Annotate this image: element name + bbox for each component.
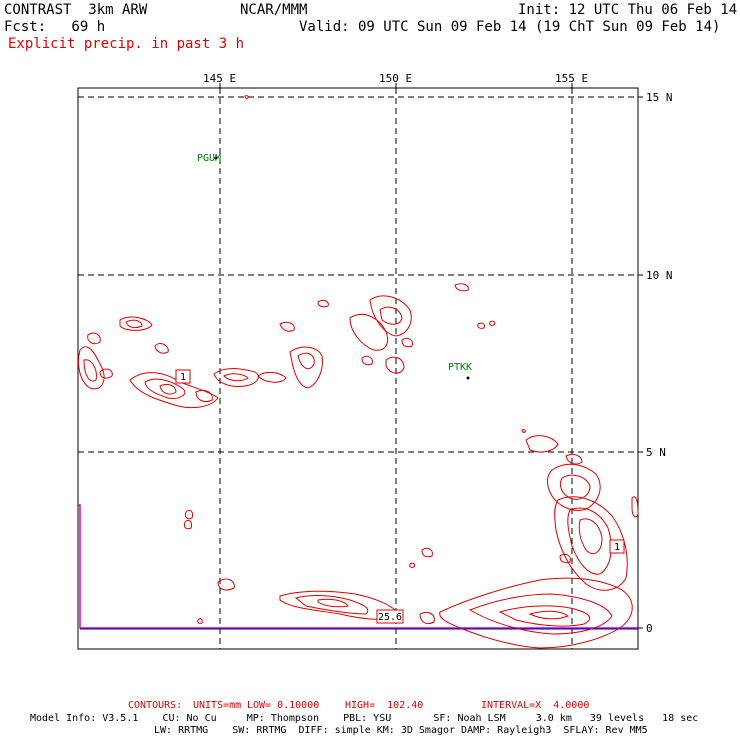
- contour: [385, 356, 405, 374]
- contour: [349, 313, 389, 351]
- contour: [129, 372, 219, 409]
- model-title: CONTRAST 3km ARW: [4, 2, 148, 18]
- contour: [421, 547, 433, 558]
- max-label-boxes: [175, 369, 625, 624]
- contour: [489, 320, 496, 326]
- map-frame: [77, 87, 639, 650]
- contour: [184, 519, 192, 530]
- max-label: 1: [180, 372, 187, 383]
- precip-contours: [77, 95, 639, 649]
- contour: [119, 316, 153, 331]
- contour: [525, 435, 559, 453]
- contour: [77, 346, 105, 390]
- contour: [379, 306, 403, 325]
- ticks: [219, 83, 643, 629]
- lon-label-145: 145 E: [203, 72, 237, 85]
- init-time: Init: 12 UTC Thu 06 Feb 14: [518, 2, 738, 18]
- contour: [547, 463, 601, 511]
- contour: [99, 368, 113, 379]
- station-pgum: PGUM: [197, 153, 222, 164]
- contour: [468, 593, 613, 635]
- contour: [185, 509, 193, 520]
- contour: [578, 518, 603, 554]
- contour: [498, 605, 591, 627]
- contour-head: CONTOURS:: [128, 700, 183, 711]
- model-info-line-2: LW: RRTMG SW: RRTMG DIFF: simple KM: 3D …: [154, 725, 648, 736]
- contour: [439, 577, 633, 649]
- max-label: 1: [614, 542, 621, 553]
- contour: [317, 299, 329, 308]
- lat-label-0: 0: [646, 622, 653, 635]
- contour: [554, 496, 628, 591]
- lon-label-150: 150 E: [379, 72, 413, 85]
- station-markers: [214, 156, 470, 380]
- valid-time: Valid: 09 UTC Sun 09 Feb 14 (19 ChT Sun …: [299, 19, 721, 35]
- contour: [223, 373, 249, 382]
- contour: [361, 355, 373, 366]
- contour: [369, 295, 412, 337]
- contour-low: LOW= 0.10000: [247, 700, 320, 711]
- contour: [401, 337, 413, 348]
- contour: [87, 332, 101, 345]
- contour: [477, 322, 485, 329]
- contour: [144, 378, 186, 399]
- contour-high: HIGH= 102.40: [345, 700, 424, 711]
- lon-label-155: 155 E: [555, 72, 589, 85]
- contour: [559, 553, 571, 564]
- graticule: [78, 88, 638, 649]
- contour: [521, 429, 526, 433]
- contour-units: UNITS=mm: [193, 700, 242, 711]
- station-marker-pgum: [214, 156, 218, 160]
- contour: [559, 474, 591, 500]
- field-title: Explicit precip. in past 3 h: [8, 36, 245, 52]
- contour: [257, 371, 287, 383]
- contour: [409, 562, 416, 568]
- contour: [419, 611, 435, 625]
- contour: [217, 578, 235, 591]
- station-marker-ptkk: [466, 376, 470, 380]
- contour: [83, 359, 97, 382]
- lat-label-15: 15 N: [646, 91, 673, 104]
- contour: [631, 496, 639, 518]
- contour: [195, 389, 213, 403]
- domain-boundary: [78, 504, 638, 629]
- contour: [213, 368, 259, 387]
- contour: [294, 595, 369, 615]
- contour: [567, 507, 612, 575]
- contour: [317, 598, 349, 608]
- model-info-line-1: Model Info: V3.5.1 CU: No Cu MP: Thompso…: [30, 713, 699, 724]
- contour: [297, 352, 315, 370]
- contour: [289, 346, 323, 389]
- contour-interval: INTERVAL=X 4.0000: [481, 700, 590, 711]
- contour: [197, 618, 203, 624]
- contour: [528, 610, 570, 620]
- contour: [565, 453, 583, 465]
- center-name: NCAR/MMM: [240, 2, 308, 18]
- contour: [154, 343, 169, 354]
- station-ptkk: PTKK: [448, 362, 473, 373]
- lat-label-10: 10 N: [646, 269, 673, 282]
- max-label: 25.6: [378, 612, 403, 623]
- contour: [244, 95, 249, 99]
- contour: [159, 383, 177, 395]
- forecast-hour: Fcst: 69 h: [4, 19, 106, 35]
- contour: [125, 319, 143, 329]
- contour: [279, 321, 295, 332]
- lat-label-5: 5 N: [646, 446, 666, 459]
- contour: [454, 283, 469, 292]
